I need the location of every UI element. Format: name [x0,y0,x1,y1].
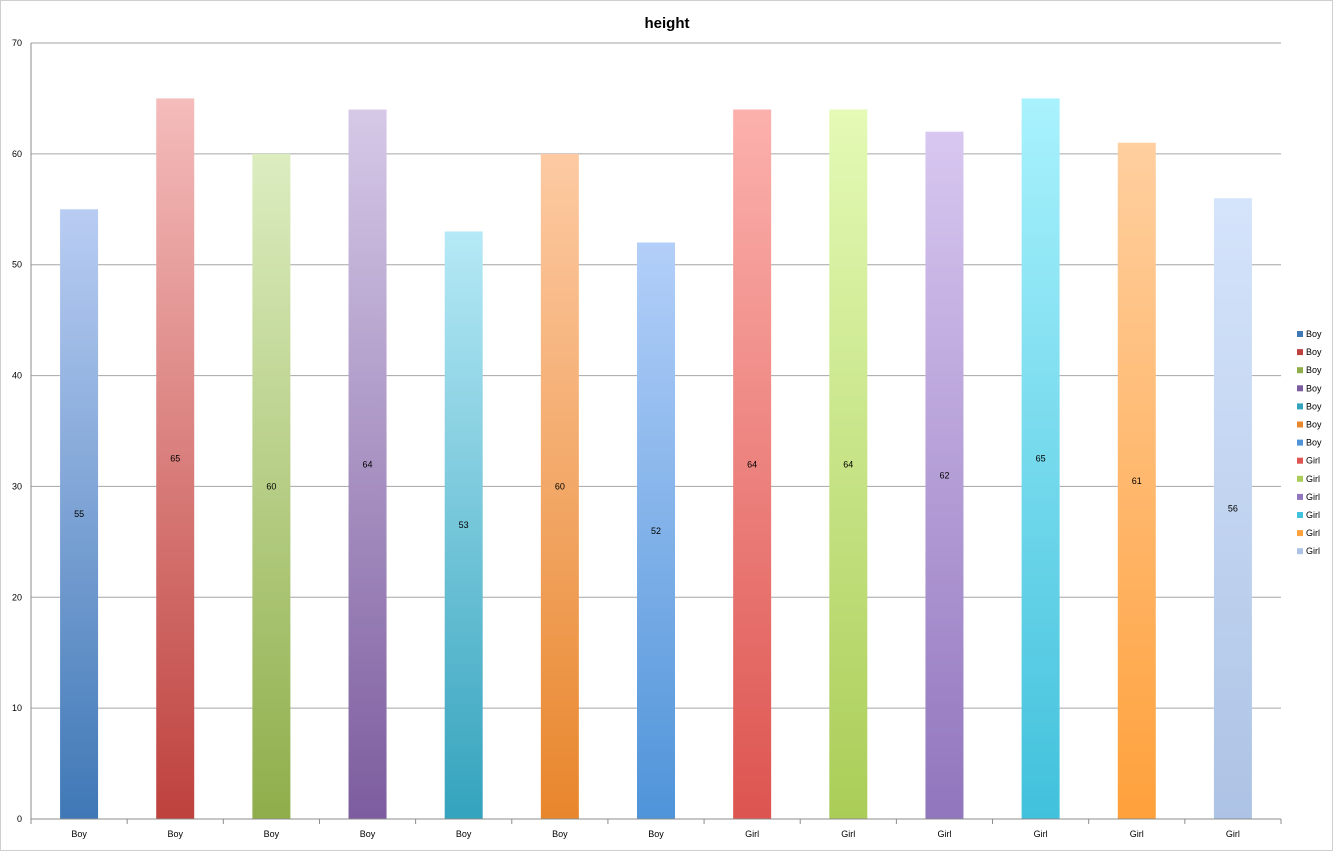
y-tick-label: 70 [12,38,22,48]
data-label: 55 [74,509,84,519]
bar [733,109,772,819]
x-tick-label: Girl [1226,829,1240,839]
y-tick-label: 10 [12,703,22,713]
legend-swatch [1297,512,1303,518]
x-tick-label: Boy [648,829,664,839]
legend-label: Girl [1306,528,1320,538]
data-label: 64 [747,459,757,469]
data-labels: 55 65 60 64 53 60 52 64 64 62 65 61 56 [74,454,1238,536]
legend-label: Girl [1306,492,1320,502]
data-label: 52 [651,526,661,536]
x-tick-label: Girl [937,829,951,839]
legend-swatch [1297,385,1303,392]
x-tick-label: Boy [552,829,568,839]
data-label: 65 [1036,454,1046,464]
x-tick-label: Boy [167,829,183,839]
data-label: 65 [170,454,180,464]
legend-label: Boy [1306,365,1322,375]
bar [1213,198,1252,819]
x-tick-label: Boy [71,829,87,839]
data-label: 53 [459,520,469,530]
legend-swatch [1297,475,1303,482]
bar [156,98,195,819]
bar [252,153,291,819]
y-tick-label: 40 [12,371,22,381]
legend: Boy Boy Boy Boy Boy Boy Boy Girl Girl Girl Girl Gir… [1297,329,1322,556]
y-tick-label: 30 [12,481,22,491]
data-label: 60 [555,481,565,491]
bar [540,153,579,819]
legend-swatch [1297,421,1303,428]
legend-label: Girl [1306,510,1320,520]
y-tick-label: 0 [17,814,22,824]
bar [925,131,964,819]
x-tick-label: Girl [1034,829,1048,839]
x-tick-label: Girl [745,829,759,839]
bars [60,98,1252,820]
legend-label: Boy [1306,383,1322,393]
bar [348,109,387,819]
y-tick-label: 50 [12,260,22,270]
legend-label: Girl [1306,456,1320,466]
legend-swatch [1297,548,1303,555]
legend-swatch [1297,331,1303,337]
bar [637,242,675,820]
legend-swatch [1297,367,1303,374]
legend-swatch [1297,457,1303,464]
bar [1021,98,1060,819]
legend-swatch [1297,493,1303,500]
x-tick-label: Boy [456,829,472,839]
legend-swatch [1297,403,1303,410]
data-label: 62 [939,470,949,480]
data-label: 64 [843,459,853,469]
legend-swatch [1297,349,1303,356]
bar [60,209,99,820]
data-label: 61 [1132,476,1142,486]
legend-label: Girl [1306,474,1320,484]
data-label: 60 [266,481,276,491]
legend-swatch [1297,439,1303,446]
legend-swatch [1297,530,1303,537]
x-tick-label: Boy [264,829,280,839]
legend-label: Boy [1306,401,1322,411]
data-label: 56 [1228,504,1238,514]
x-tick-label: Girl [841,829,855,839]
legend-label: Boy [1306,438,1322,448]
x-tick-label: Boy [360,829,376,839]
axes: 0 10 20 30 40 50 60 70 Boy Boy Boy Boy Boy Boy Boy Girl… [12,38,1282,839]
legend-label: Boy [1306,329,1322,339]
data-label: 64 [363,459,373,469]
bar [1117,142,1156,819]
legend-label: Boy [1306,420,1322,430]
x-tick-label: Girl [1130,829,1144,839]
bar [829,109,868,819]
y-tick-label: 60 [12,149,22,159]
legend-label: Girl [1306,546,1320,556]
y-tick-label: 20 [12,592,22,602]
bar [444,231,483,819]
legend-label: Boy [1306,347,1322,357]
chart-title: height [645,15,690,32]
